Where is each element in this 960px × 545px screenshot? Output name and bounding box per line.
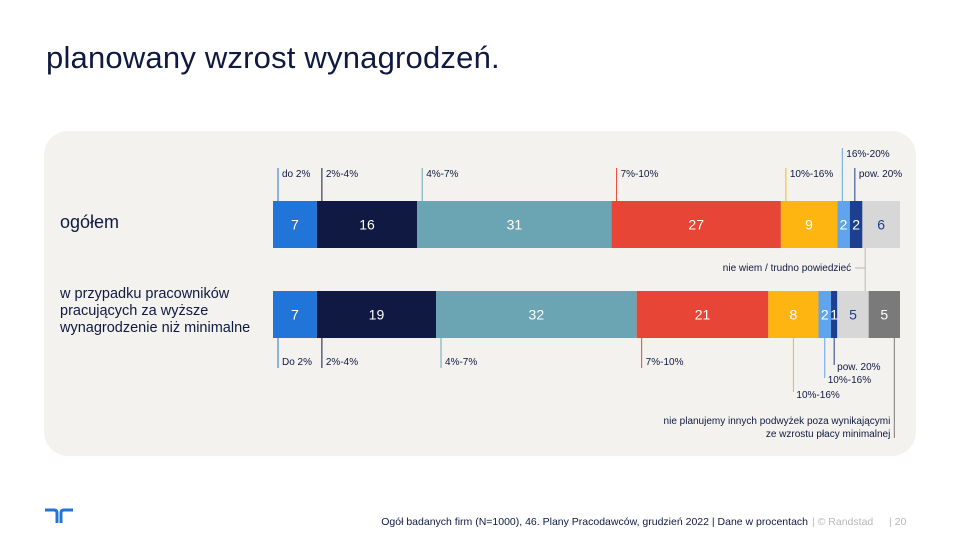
bar-segment — [417, 201, 612, 248]
data-label: 7 — [291, 217, 299, 233]
data-label: 31 — [507, 217, 523, 233]
annotation-label: Do 2% — [282, 357, 312, 368]
annotation-label: pow. 20% — [837, 362, 880, 373]
data-label: 32 — [529, 307, 545, 323]
row-label-above-minimum: w przypadku pracowników pracujących za w… — [60, 286, 270, 337]
annotation-label: 7%-10% — [621, 169, 659, 180]
data-label: 16 — [359, 217, 375, 233]
annotation-label: nie planujemy innych podwyżek poza wynik… — [664, 416, 891, 427]
bar-segment — [316, 201, 418, 248]
data-label: 9 — [805, 217, 813, 233]
bar-segment — [636, 291, 769, 338]
footer-page-number: | 20 — [889, 516, 907, 528]
row-label-line: wynagrodzenie niż minimalne — [60, 320, 251, 336]
footer-source: Ogół badanych firm (N=1000), 46. Plany P… — [381, 516, 808, 528]
data-label: 7 — [291, 307, 299, 323]
annotation-label: 4%-7% — [426, 169, 458, 180]
annotation-label: 10%-16% — [790, 169, 833, 180]
data-label: 2 — [821, 307, 829, 323]
footer-brand: | © Randstad — [812, 516, 874, 528]
data-label: 6 — [877, 217, 885, 233]
bar-segment — [862, 201, 900, 248]
row-label-line: w przypadku pracowników — [60, 286, 230, 302]
bar-segment — [780, 201, 838, 248]
bar-segment — [849, 201, 863, 248]
bar-segment — [818, 291, 832, 338]
bar-segment — [837, 201, 850, 248]
randstad-logo-icon — [45, 508, 73, 523]
annotation-label: 4%-7% — [445, 357, 477, 368]
data-label: 1 — [830, 307, 838, 323]
annotation-label: pow. 20% — [859, 169, 902, 180]
bar-segment — [316, 291, 437, 338]
bar-segment — [768, 291, 819, 338]
page-title: planowany wzrost wynagrodzeń. — [46, 40, 500, 75]
annotation-label: nie wiem / trudno powiedzieć — [723, 263, 851, 274]
bar-segment — [837, 291, 869, 338]
annotation-label: 7%-10% — [646, 357, 684, 368]
data-label: 2 — [852, 217, 860, 233]
data-label: 8 — [790, 307, 798, 323]
data-label: 21 — [695, 307, 711, 323]
data-label: 2 — [840, 217, 848, 233]
data-label: 5 — [849, 307, 857, 323]
row-label-line: pracujących za wyższe — [60, 303, 209, 319]
row-label-overall: ogółem — [60, 212, 120, 232]
annotation-label: ze wzrostu płacy minimalnej — [766, 429, 891, 440]
annotation-label: 16%-20% — [846, 149, 889, 160]
data-label: 19 — [369, 307, 385, 323]
data-label: 5 — [880, 307, 888, 323]
data-label: 27 — [688, 217, 704, 233]
bar-segment — [831, 291, 838, 338]
bar-segment — [273, 291, 317, 338]
annotation-label: 2%-4% — [326, 357, 358, 368]
annotation-label: 10%-16% — [796, 390, 839, 401]
bar-segment — [611, 201, 781, 248]
annotation-label: 10%-16% — [828, 375, 871, 386]
annotation-label: 2%-4% — [326, 169, 358, 180]
annotation-label: do 2% — [282, 169, 310, 180]
bar-segment — [273, 201, 317, 248]
bar-segment — [868, 291, 900, 338]
bar-segment — [436, 291, 637, 338]
